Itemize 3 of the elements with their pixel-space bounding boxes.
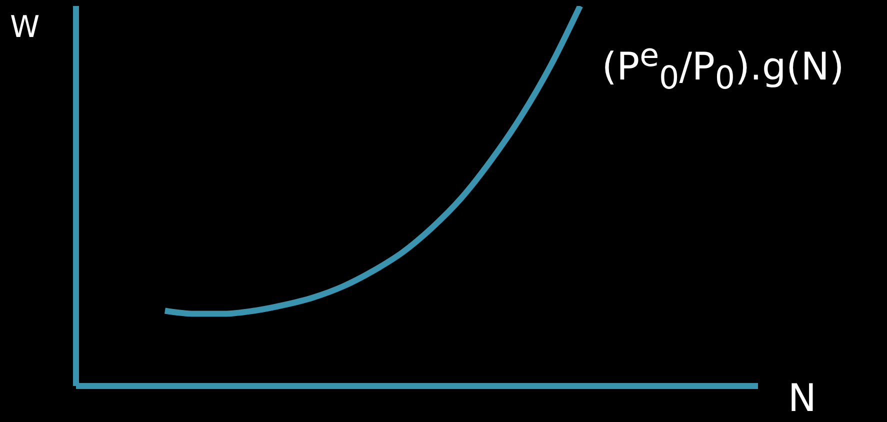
x-axis-title: N	[788, 376, 816, 420]
y-axis-title: W	[10, 10, 40, 45]
series-label: (P$^{e}$$_{0}$/P$_{0}$).g(N)	[602, 38, 844, 96]
